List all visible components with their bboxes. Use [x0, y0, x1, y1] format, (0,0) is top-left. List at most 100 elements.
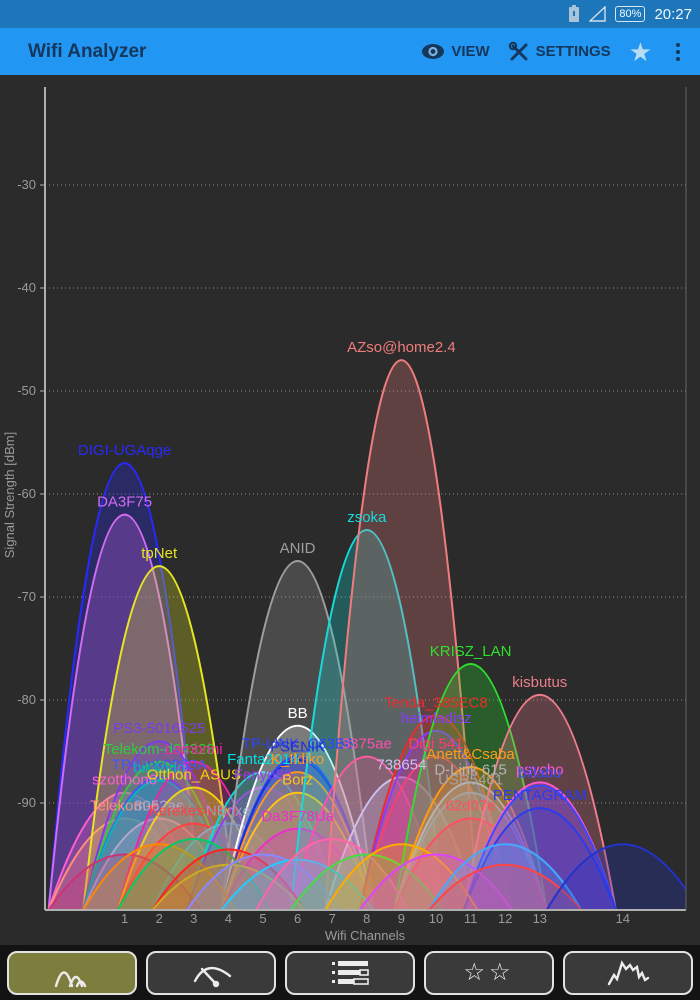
network-curve	[359, 853, 513, 910]
signal-meter-button[interactable]	[563, 950, 693, 995]
network-label: KRISZ_LAN	[430, 643, 512, 660]
network-curve	[220, 827, 375, 910]
y-axis-title: Signal Strength [dBm]	[2, 432, 17, 558]
network-label: DA3F75	[97, 494, 152, 511]
network-label: NBdxe	[206, 803, 251, 820]
network-label: AZso@home2.4	[347, 339, 456, 356]
svg-text:-50: -50	[17, 383, 36, 398]
svg-text:13: 13	[533, 911, 547, 926]
page-title: Wifi Analyzer	[28, 40, 147, 62]
overflow-menu-button[interactable]	[670, 39, 686, 65]
network-curve	[393, 791, 548, 910]
y-grid: -30 -40 -50 -60 -70 -80 -90	[17, 177, 686, 810]
channel-graph-icon	[54, 970, 87, 987]
channel-graph-button[interactable]	[7, 950, 137, 995]
network-label: TP-LINK_C63B6	[242, 736, 354, 753]
network-label: Telekom-d94328	[104, 741, 215, 758]
settings-button[interactable]: SETTINGS	[508, 41, 611, 63]
network-label: szotthon6	[92, 772, 157, 789]
channel-graph-canvas: -30 -40 -50 -60 -70 -80 -90 DIGI-UGAqge DA3F75 sz…	[2, 87, 687, 943]
network-label: kisbutus	[512, 674, 567, 691]
status-bar: 80% 20:27	[0, 0, 700, 28]
app-bar: Wifi Analyzer VIEW SETTINGS ★	[0, 28, 700, 75]
battery-percent-badge: 80%	[615, 6, 646, 22]
network-label: Tenda_385EC8	[384, 695, 487, 712]
network-label: 62d07e	[446, 798, 496, 815]
network-label: 3375ae	[342, 736, 392, 753]
svg-text:-30: -30	[17, 177, 36, 192]
network-curve	[462, 693, 617, 910]
network-label: billabu	[518, 765, 561, 782]
network-curve	[47, 513, 202, 910]
svg-text:-60: -60	[17, 486, 36, 501]
svg-text:8: 8	[363, 911, 370, 926]
signal-meter-icon	[607, 959, 650, 985]
favorite-star-icon[interactable]: ★	[628, 36, 652, 67]
time-graph-icon	[193, 966, 232, 987]
network-label: zsoka	[347, 509, 387, 526]
network-label: DIGI-UGAqge	[78, 442, 171, 459]
battery-icon	[569, 5, 580, 22]
network-label: Kerekes4Haz	[149, 803, 239, 820]
svg-text:3: 3	[190, 911, 197, 926]
svg-text:14: 14	[616, 911, 630, 926]
bottom-toolbar: ☆☆	[0, 945, 700, 1000]
network-curve	[289, 853, 444, 910]
network-label: Fenyo86	[234, 767, 292, 784]
eye-icon	[422, 44, 445, 59]
network-curve	[255, 838, 410, 910]
channel-graph[interactable]: -30 -40 -50 -60 -70 -80 -90 DIGI-UGAqge DA3F75 sz…	[0, 75, 700, 945]
network-label: D-Link 615	[434, 761, 507, 778]
svg-text:7: 7	[329, 911, 336, 926]
svg-text:2: 2	[156, 911, 163, 926]
access-points-button[interactable]	[285, 950, 415, 995]
svg-text:5: 5	[259, 911, 266, 926]
svg-text:10: 10	[429, 911, 443, 926]
network-label: PS3-5016525	[113, 720, 205, 737]
settings-label: SETTINGS	[535, 43, 611, 60]
x-axis-title: Wifi Channels	[325, 928, 406, 943]
network-curve	[428, 864, 582, 910]
svg-text:6: 6	[294, 911, 301, 926]
svg-text:4: 4	[225, 911, 232, 926]
network-curves	[47, 359, 686, 910]
network-curve	[324, 359, 479, 910]
network-label: Anett&Csaba	[426, 746, 515, 763]
time-graph-button[interactable]	[146, 950, 276, 995]
network-label: TP-Link0269A	[112, 756, 207, 773]
access-points-list-icon	[332, 960, 369, 985]
svg-text:11: 11	[464, 911, 478, 926]
tools-icon	[508, 41, 528, 60]
view-button[interactable]: VIEW	[421, 43, 490, 60]
svg-text:12: 12	[498, 911, 512, 926]
network-curve	[289, 529, 444, 910]
network-label: 8052ae	[134, 798, 184, 815]
network-label: tpNet	[141, 545, 178, 562]
network-label: Telekom-e	[90, 798, 159, 815]
network-label: Borz	[282, 772, 313, 789]
network-label: Digi 541	[408, 736, 463, 753]
network-label: USR5461	[438, 772, 503, 789]
network-label: BB	[288, 705, 308, 722]
view-label: VIEW	[451, 43, 490, 60]
svg-text:-40: -40	[17, 280, 36, 295]
network-label: Da3F78Ua	[261, 808, 334, 825]
network-curve	[151, 848, 306, 910]
network-label: Lambrini	[165, 741, 223, 758]
network-curve	[545, 843, 686, 910]
network-label: K_Ildiko	[271, 751, 324, 768]
signal-icon	[589, 6, 607, 22]
network-curve	[462, 807, 617, 910]
svg-text:1: 1	[121, 911, 128, 926]
channel-rating-button[interactable]: ☆☆	[424, 950, 554, 995]
network-label: Fanta2014	[227, 751, 299, 768]
svg-text:-80: -80	[17, 692, 36, 707]
network-labels: DIGI-UGAqge DA3F75 szotthon6 Telekom-e tpNet…	[78, 339, 587, 825]
svg-text:-70: -70	[17, 589, 36, 604]
svg-text:9: 9	[398, 911, 405, 926]
network-label: Otthon_ASUS	[147, 767, 241, 784]
clock: 20:27	[654, 5, 692, 23]
network-label: 738654	[376, 756, 426, 773]
network-label: bik4odo	[133, 759, 186, 776]
